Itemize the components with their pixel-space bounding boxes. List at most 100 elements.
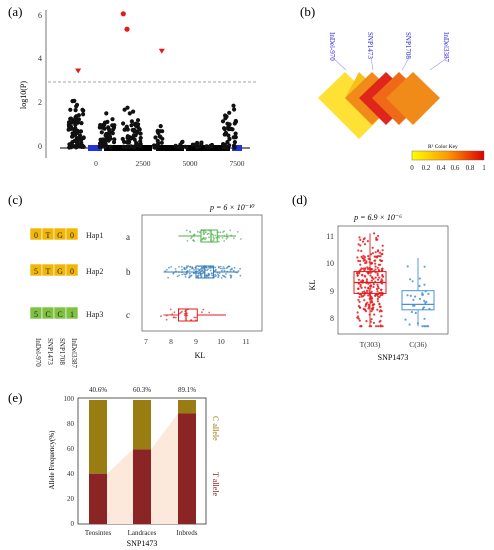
panel-a: (a) log10(P) 0 2 4 6 0 2500 5000 7500 <box>8 4 258 168</box>
d-xtick-C: C(36) <box>409 340 427 349</box>
c-allele-text: 5 <box>34 310 38 319</box>
e-bar-c-allele <box>133 400 151 450</box>
e-ytick-60: 60 <box>67 445 75 453</box>
c-jitter-point <box>211 272 213 275</box>
d-jitter-point <box>409 294 412 297</box>
b-legend-0: 0 <box>410 164 414 172</box>
a-point <box>153 135 158 140</box>
a-point <box>127 145 132 150</box>
a-point <box>155 138 160 143</box>
b-connector-2 <box>370 57 374 71</box>
d-jitter-point <box>373 259 376 262</box>
a-point <box>110 117 115 122</box>
c-jitter-point <box>225 237 228 240</box>
d-jitter-point <box>377 255 380 258</box>
c-jitter-point <box>181 273 184 276</box>
c-jitter-point <box>198 272 200 274</box>
a-point <box>227 143 232 148</box>
b-snp-label-2: SNP1473 <box>366 32 374 59</box>
a-point <box>127 111 132 116</box>
c-jitter-point <box>193 316 196 319</box>
c-jitter-point <box>214 234 217 237</box>
a-point <box>124 124 129 129</box>
a-point <box>110 123 115 128</box>
d-jitter-point <box>360 325 363 328</box>
c-jitter-point <box>201 269 204 272</box>
c-jitter-point <box>224 276 227 278</box>
c-jitter-point <box>211 274 214 277</box>
e-top-label-1: 40.6% <box>89 386 107 394</box>
a-point <box>156 130 161 135</box>
d-ytick-8: 8 <box>330 314 334 323</box>
c-jitter-point <box>218 236 221 239</box>
a-point <box>79 121 84 126</box>
d-jitter-point <box>374 276 377 279</box>
d-jitter-point <box>357 278 360 281</box>
d-jitter-point <box>374 268 377 271</box>
c-jitter-point <box>225 233 228 236</box>
panel-d: (d) p = 6.9 × 10⁻⁶ KL 8 9 10 11 T(303) C… <box>292 192 449 362</box>
d-jitter-point <box>377 325 380 328</box>
c-jitter-point <box>204 238 206 241</box>
a-gene-region-2 <box>156 145 184 151</box>
d-jitter-point <box>404 318 407 321</box>
d-jitter-point <box>381 274 384 277</box>
d-jitter-point <box>413 304 416 307</box>
d-jitter-point <box>363 256 366 259</box>
e-bar-t-allele <box>133 449 151 524</box>
d-jitter-point <box>421 293 424 296</box>
c-jitter-point <box>170 266 173 268</box>
c-jitter-point <box>166 268 168 271</box>
c-jitter-point <box>239 274 242 277</box>
c-jitter-point <box>194 316 197 319</box>
a-point <box>73 144 78 149</box>
a-point <box>66 120 72 125</box>
panel-c-label: (c) <box>8 192 22 207</box>
a-point <box>125 105 130 110</box>
d-jitter-point <box>367 294 370 297</box>
e-bar-c-allele <box>178 400 196 414</box>
c-jitter-point <box>200 270 203 273</box>
a-point <box>226 133 231 138</box>
a-xtick-0: 0 <box>94 159 98 168</box>
d-jitter-point <box>377 263 380 266</box>
a-point <box>180 139 185 144</box>
d-jitter-point <box>418 277 421 280</box>
c-jitter-point <box>217 274 220 277</box>
d-jitter-point <box>422 306 426 309</box>
c-jitter-point <box>192 272 195 275</box>
a-highlight-point <box>120 11 126 17</box>
c-jitter-point <box>160 315 162 318</box>
e-top-label-3: 89.1% <box>178 386 196 394</box>
c-jitter-point <box>236 231 239 233</box>
c-jitter-point <box>240 238 242 240</box>
d-jitter-point <box>377 295 380 298</box>
c-jitter-point <box>186 314 189 317</box>
a-point <box>195 140 200 145</box>
d-ytick-9: 9 <box>330 287 334 296</box>
c-jitter-point <box>239 267 242 270</box>
d-jitter-point <box>366 267 370 271</box>
c-jitter-point <box>202 236 205 239</box>
d-jitter-point <box>414 295 417 298</box>
c-jitter-point <box>188 276 190 279</box>
c-jitter-point <box>207 268 210 270</box>
d-jitter-point <box>376 297 379 301</box>
a-point <box>131 109 136 114</box>
d-jitter-point <box>380 288 383 291</box>
c-jitter-point <box>178 265 180 268</box>
d-jitter-point <box>357 317 360 320</box>
c-jitter-point <box>217 240 220 243</box>
c-jitter-point <box>186 266 188 269</box>
d-jitter-point <box>364 305 367 308</box>
e-bar-c-allele <box>89 400 107 474</box>
b-connector-4 <box>429 57 448 71</box>
c-jitter-point <box>222 231 224 234</box>
c-jitter-point <box>172 316 175 319</box>
d-jitter-point <box>378 251 382 254</box>
c-allele-text: 0 <box>34 231 38 240</box>
d-jitter-point <box>375 256 378 259</box>
c-jitter-point <box>197 268 200 270</box>
